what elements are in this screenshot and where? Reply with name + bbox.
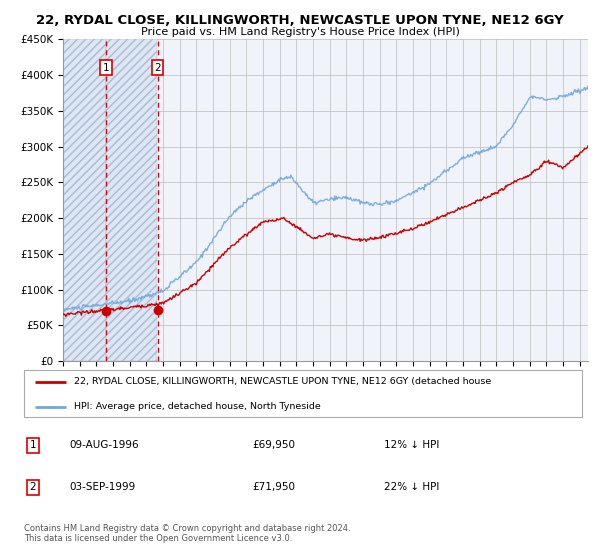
Text: 2: 2	[154, 63, 161, 73]
Text: 12% ↓ HPI: 12% ↓ HPI	[384, 440, 439, 450]
Text: £71,950: £71,950	[252, 482, 295, 492]
Text: 22% ↓ HPI: 22% ↓ HPI	[384, 482, 439, 492]
Text: 22, RYDAL CLOSE, KILLINGWORTH, NEWCASTLE UPON TYNE, NE12 6GY (detached house: 22, RYDAL CLOSE, KILLINGWORTH, NEWCASTLE…	[74, 377, 491, 386]
Bar	[106, 39, 157, 361]
Text: HPI: Average price, detached house, North Tyneside: HPI: Average price, detached house, Nort…	[74, 402, 321, 411]
Text: 22, RYDAL CLOSE, KILLINGWORTH, NEWCASTLE UPON TYNE, NE12 6GY: 22, RYDAL CLOSE, KILLINGWORTH, NEWCASTLE…	[36, 14, 564, 27]
Text: Price paid vs. HM Land Registry's House Price Index (HPI): Price paid vs. HM Land Registry's House …	[140, 27, 460, 37]
Text: £69,950: £69,950	[252, 440, 295, 450]
Text: 1: 1	[103, 63, 110, 73]
Text: 09-AUG-1996: 09-AUG-1996	[69, 440, 139, 450]
Text: Contains HM Land Registry data © Crown copyright and database right 2024.
This d: Contains HM Land Registry data © Crown c…	[24, 524, 350, 543]
Text: 2: 2	[29, 482, 37, 492]
Text: 03-SEP-1999: 03-SEP-1999	[69, 482, 135, 492]
Text: 1: 1	[29, 440, 37, 450]
Bar	[63, 39, 106, 361]
